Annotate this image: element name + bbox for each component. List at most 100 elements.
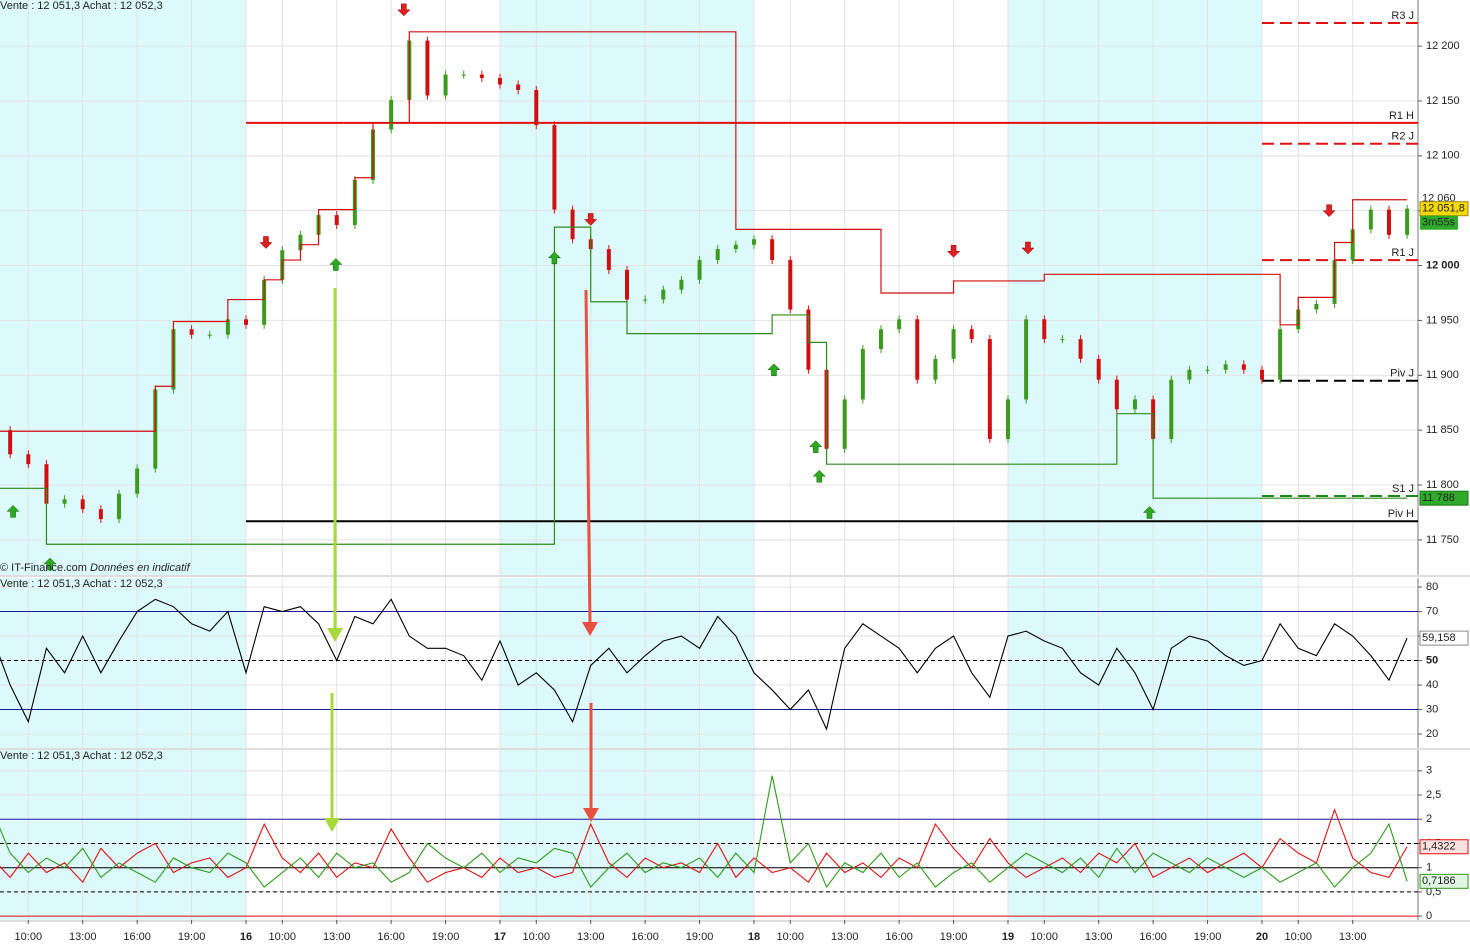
candle [225,319,230,335]
candle [661,289,666,300]
x-tick-label: 17 [494,931,506,943]
x-tick-label: 19:00 [1194,931,1222,943]
candle [80,499,85,510]
resistance-line [0,31,1408,432]
x-tick-label: 13:00 [1339,931,1367,943]
buy-signal [809,440,823,453]
candle [189,329,194,335]
candle [969,329,974,340]
candle [26,454,31,465]
value-label: 12 051,8 [1422,203,1465,215]
day-shading [1007,578,1262,748]
y-tick-label: 3 [1426,765,1432,777]
x-tick-label: 19 [1002,931,1014,943]
candle [207,334,212,336]
level-label: R2 J [1391,131,1414,143]
day-shading [0,0,247,575]
y-tick-label: 11 800 [1426,479,1459,491]
candle [62,499,67,504]
candle [1314,303,1319,310]
candle [1114,379,1119,410]
candle [552,125,557,210]
buy-signal [1142,506,1157,519]
y-tick-label: 30 [1426,703,1438,715]
timer: 3m55s [1422,217,1456,229]
candle [697,260,702,280]
source: © IT-Finance.com [0,562,87,574]
candle [244,319,249,325]
candle [1078,339,1083,359]
day-shading [0,750,247,920]
user-annotations [324,288,599,832]
x-tick-label: 10:00 [523,931,551,943]
x-tick-label: 16:00 [885,931,913,943]
x-tick-label: 10:00 [269,931,297,943]
y-tick-label: 0 [1426,910,1432,922]
value-box [1419,839,1469,855]
buy-signal [812,469,826,483]
sell-signal [1322,204,1336,218]
x-tick-label: 19:00 [432,931,460,943]
x-tick-label: 19:00 [686,931,714,943]
x-tick-label: 20 [1256,931,1268,943]
candle [624,269,629,300]
candle [334,215,339,225]
x-tick-label: 19:00 [940,931,968,943]
candle [479,74,484,78]
candle [1024,319,1029,400]
x-tick-label: 10:00 [1031,931,1059,943]
candle [751,239,756,245]
candle [1187,369,1192,380]
day-shading [500,750,754,920]
x-tick-label: 13:00 [577,931,605,943]
level-label: R3 J [1391,10,1414,22]
candle [1386,209,1391,235]
value-box [1419,630,1469,646]
candle [733,244,738,250]
candle [715,249,720,261]
buy-signal [329,258,343,271]
candle [1259,369,1264,380]
candle [389,99,394,130]
series-line [0,598,1408,731]
x-tick-label: 10:00 [777,931,805,943]
y-tick-label: 70 [1426,605,1438,617]
candle [44,464,49,504]
x-tick-label: 10:00 [15,931,43,943]
candle [1096,358,1101,380]
candle [1060,339,1065,341]
x-tick-label: 13:00 [831,931,859,943]
candle [98,509,103,520]
value-box [1419,490,1469,506]
y-tick-label: 11 900 [1426,369,1459,381]
y-tick-label: 80 [1426,581,1438,593]
candle [117,493,122,520]
candle [770,239,775,261]
panel-header: Vente : 12 051,3 Achat : 12 052,3 [0,578,163,590]
y-tick-label: 1 [1426,862,1432,874]
y-tick-label: 40 [1426,679,1438,691]
candle [987,339,992,439]
background [0,0,1470,922]
y-tick-label: 12 000 [1426,259,1460,271]
candle [1042,319,1047,340]
level-label: Piv J [1390,368,1414,380]
candle [1169,379,1174,439]
sell-signal [1021,241,1035,255]
candle [498,77,503,85]
candle [262,279,267,325]
value-label: 0,7186 [1422,875,1456,887]
x-tick-label: 19:00 [178,931,206,943]
annotation-arrow [584,289,592,625]
panel-header: Vente : 12 051,3 Achat : 12 052,3 [0,750,163,762]
x-tick-label: 16:00 [123,931,151,943]
x-tick-label: 16 [240,931,252,943]
candle [860,348,865,400]
x-tick-label: 10:00 [1284,931,1312,943]
candle [1405,208,1410,235]
day-shading [0,578,247,748]
x-tick-label: 16:00 [1139,931,1167,943]
buy-signal [6,505,20,518]
